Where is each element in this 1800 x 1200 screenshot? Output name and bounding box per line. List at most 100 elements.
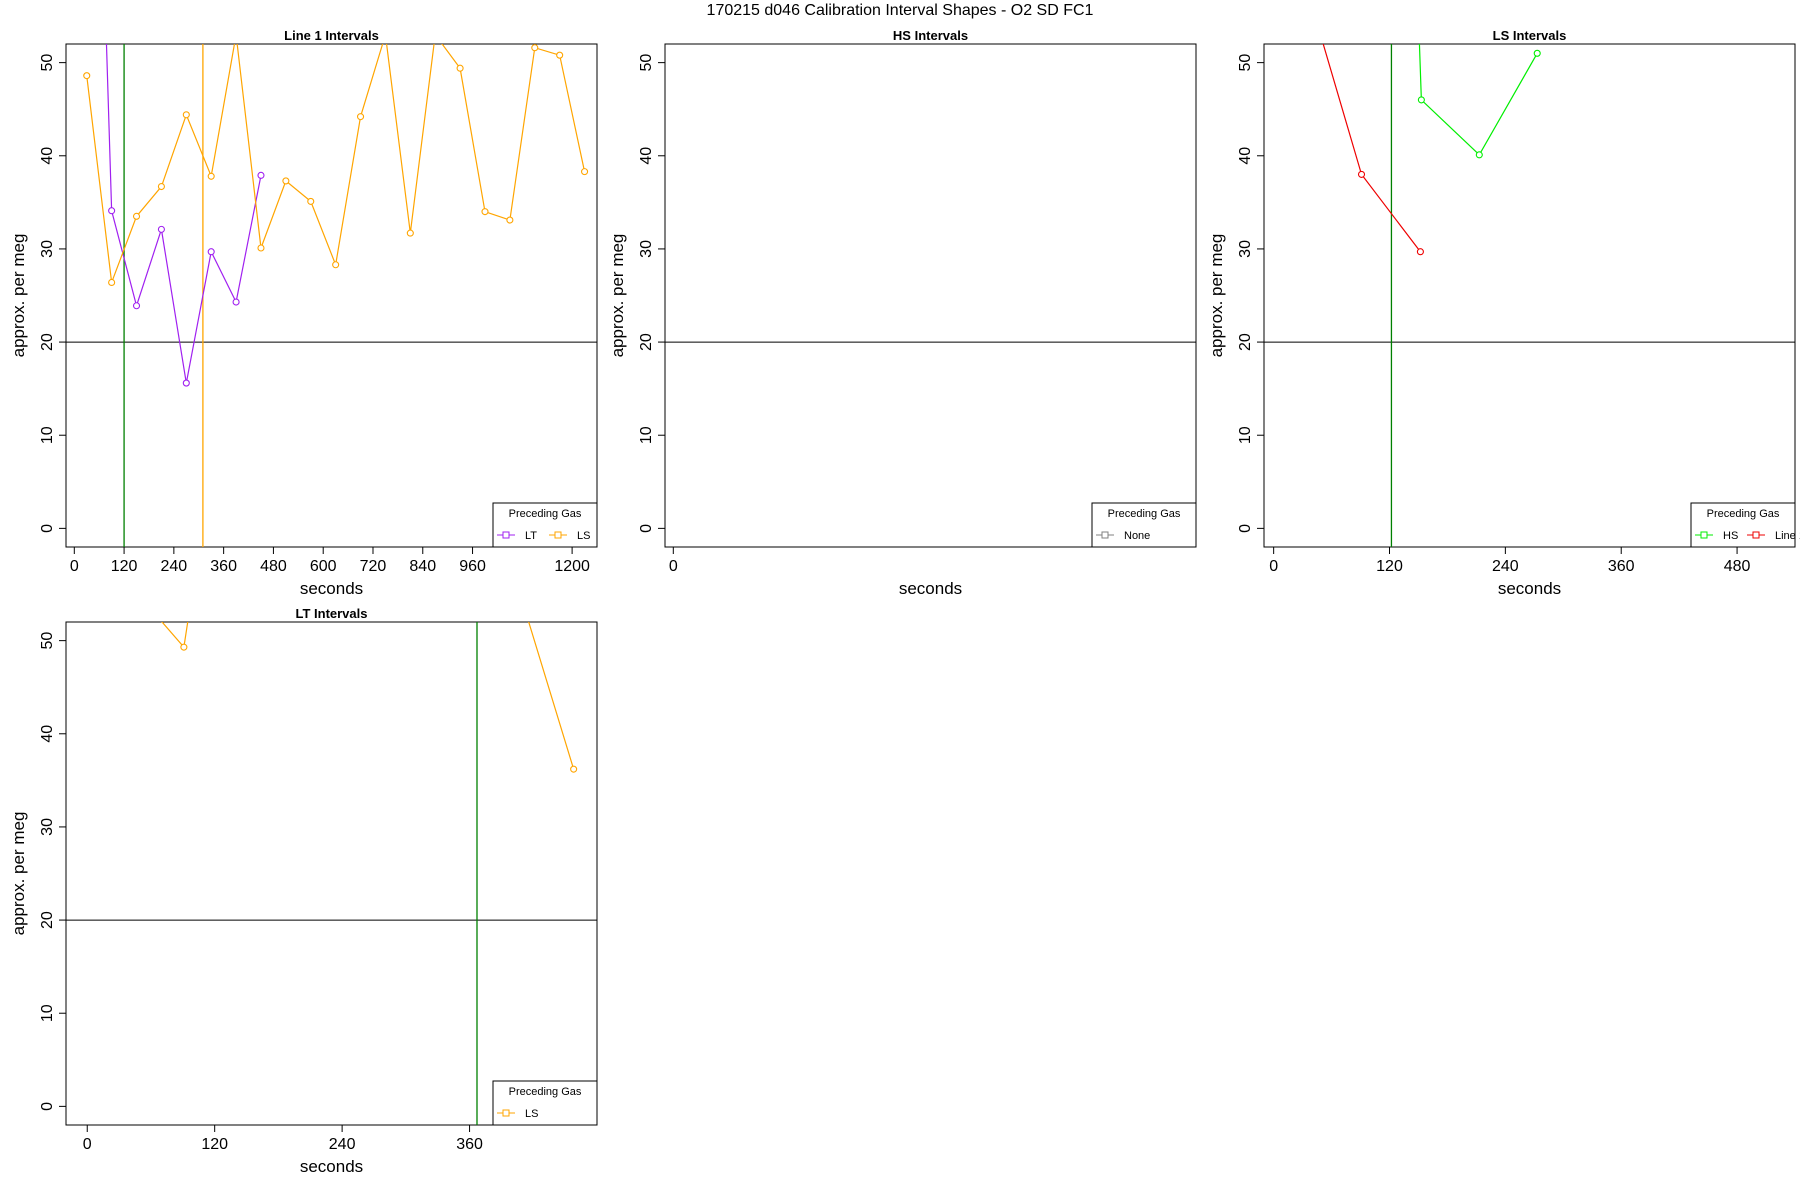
y-tick-label: 30 — [39, 818, 56, 836]
y-tick-label: 0 — [1237, 524, 1254, 533]
y-tick-label: 40 — [1237, 147, 1254, 165]
chart-panel-1: HS Intervals 0 seconds 0 10 20 30 40 50 approx. p… — [608, 28, 1197, 598]
x-tick-label: 360 — [456, 1136, 483, 1153]
legend-swatch-marker — [502, 1109, 510, 1117]
data-point — [233, 32, 239, 38]
x-tick-label: 840 — [409, 558, 436, 575]
chart-panel-3: LT Intervals 0 120 240 360 seconds 0 10 20 30 40 50… — [9, 582, 598, 1176]
y-tick-label: 50 — [1237, 54, 1254, 72]
data-point — [157, 182, 165, 191]
y-tick-label: 20 — [1237, 333, 1254, 351]
legend-swatch-marker — [1700, 531, 1708, 539]
x-tick-label: 120 — [1376, 558, 1403, 575]
legend-entry-label: LS — [525, 1108, 538, 1120]
x-tick-label: 240 — [329, 1136, 356, 1153]
x-tick-label: 960 — [459, 558, 486, 575]
data-point — [456, 64, 464, 72]
legend-box — [492, 502, 598, 548]
data-point — [581, 168, 589, 176]
data-point — [190, 582, 196, 588]
chart-panel-2: LS Intervals 0 120 240 360 480 seconds 0 10 20 30 4… — [1207, 28, 1800, 598]
data-point — [514, 582, 520, 588]
x-tick-label: 480 — [260, 558, 287, 575]
data-point — [182, 111, 190, 119]
y-tick-label: 40 — [39, 725, 56, 743]
legend-entry-label: LS — [577, 530, 590, 542]
data-point — [132, 212, 141, 220]
x-tick-label: 0 — [1269, 558, 1278, 575]
series-line-lt — [105, 44, 262, 384]
y-tick-label: 0 — [638, 524, 655, 533]
data-point — [157, 225, 165, 233]
series-line-ls — [161, 622, 575, 770]
data-point — [83, 72, 91, 80]
y-tick-label: 30 — [39, 240, 56, 258]
data-point — [132, 302, 141, 310]
y-tick-label: 20 — [39, 333, 56, 351]
x-tick-label: 240 — [1492, 558, 1519, 575]
data-point — [257, 171, 265, 179]
data-point — [207, 172, 215, 180]
data-point — [108, 278, 116, 287]
data-point — [556, 51, 564, 59]
x-tick-label: 600 — [310, 558, 337, 575]
legend: Preceding Gas LS — [492, 1080, 598, 1126]
y-tick-label: 10 — [1237, 426, 1254, 444]
data-point — [108, 207, 116, 215]
y-tick-label: 0 — [39, 1102, 56, 1111]
x-axis-label: seconds — [300, 1157, 363, 1176]
data-point — [1357, 170, 1366, 178]
y-tick-label: 20 — [39, 911, 56, 929]
plot-frame — [65, 43, 598, 548]
legend-title: Preceding Gas — [509, 1086, 582, 1098]
chart-title: Line 1 Intervals — [284, 28, 379, 43]
data-point — [257, 244, 265, 252]
legend: Preceding Gas HS Line 1 — [1690, 502, 1800, 548]
legend-swatch-marker — [502, 531, 510, 539]
y-tick-label: 40 — [39, 147, 56, 165]
data-point — [1417, 96, 1425, 104]
data-point — [432, 32, 438, 38]
data-point — [382, 32, 388, 38]
chart-title: HS Intervals — [893, 28, 968, 43]
x-axis-label: seconds — [899, 579, 962, 598]
plot-frame — [65, 621, 598, 1126]
x-tick-label: 480 — [1724, 558, 1751, 575]
x-tick-label: 360 — [210, 558, 237, 575]
x-axis-label: seconds — [300, 579, 363, 598]
data-point — [1416, 248, 1424, 256]
series-group — [1322, 44, 1541, 256]
x-tick-label: 0 — [83, 1136, 92, 1153]
data-point — [481, 208, 489, 216]
y-axis-label: approx. per meg — [9, 234, 28, 358]
chart-panel-0: Line 1 Intervals 0 120 240 360 480 600 720 840 96… — [9, 28, 598, 598]
data-point — [531, 44, 539, 52]
chart-title: LT Intervals — [295, 606, 367, 621]
legend-entry-label: Line 1 — [1775, 530, 1800, 542]
x-tick-label: 360 — [1608, 558, 1635, 575]
data-point — [282, 177, 290, 185]
y-tick-label: 30 — [1237, 240, 1254, 258]
series-group — [83, 32, 589, 387]
data-point — [127, 582, 133, 588]
y-tick-label: 30 — [638, 240, 655, 258]
legend-title: Preceding Gas — [509, 508, 582, 520]
legend: Preceding Gas None — [1091, 502, 1197, 548]
data-point — [232, 298, 240, 306]
y-tick-label: 10 — [638, 426, 655, 444]
x-axis-label: seconds — [1498, 579, 1561, 598]
data-point — [406, 229, 414, 237]
legend-box — [492, 1080, 598, 1126]
data-point — [182, 379, 190, 387]
series-line-line-1 — [1322, 44, 1421, 253]
x-tick-label: 0 — [669, 558, 678, 575]
series-line-ls — [86, 44, 586, 283]
legend-swatch-marker — [554, 531, 562, 539]
y-tick-label: 10 — [39, 1004, 56, 1022]
data-point — [1533, 49, 1541, 57]
legend: Preceding Gas LT LS — [492, 502, 598, 548]
y-tick-label: 50 — [39, 632, 56, 650]
y-tick-label: 10 — [39, 426, 56, 444]
